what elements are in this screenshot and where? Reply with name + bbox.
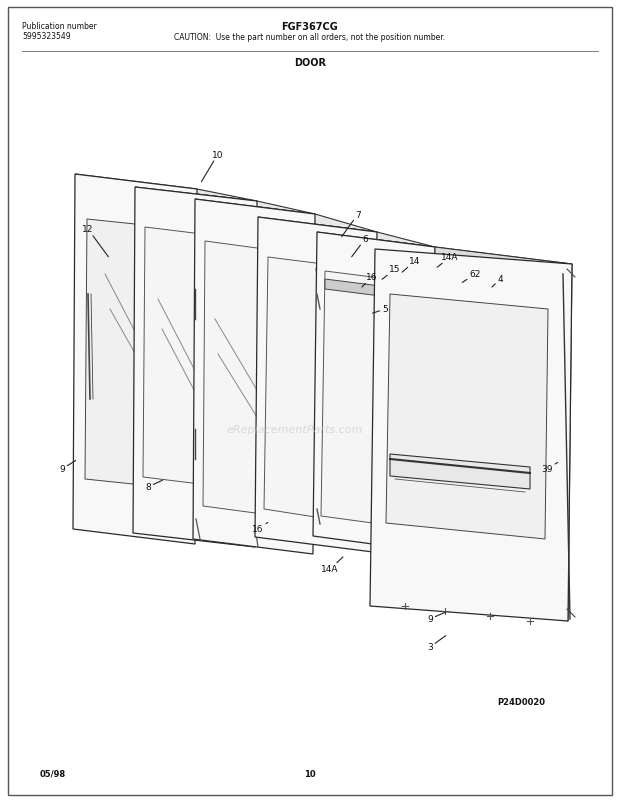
Text: 62: 62: [463, 270, 480, 283]
Text: 16: 16: [252, 523, 268, 534]
Text: 3: 3: [427, 636, 446, 652]
Text: FGF367CG: FGF367CG: [281, 22, 339, 32]
Text: 14: 14: [402, 257, 421, 273]
Polygon shape: [203, 242, 302, 520]
Text: CAUTION:  Use the part number on all orders, not the position number.: CAUTION: Use the part number on all orde…: [174, 33, 446, 42]
Polygon shape: [386, 295, 548, 540]
Text: Publication number: Publication number: [22, 22, 97, 31]
Polygon shape: [195, 200, 377, 233]
Text: 7: 7: [342, 210, 361, 238]
Text: 10: 10: [202, 150, 224, 182]
Polygon shape: [313, 233, 435, 552]
Text: 5: 5: [373, 305, 388, 314]
Polygon shape: [133, 188, 257, 548]
Text: eReplacementParts.com: eReplacementParts.com: [227, 425, 363, 434]
Text: 6: 6: [352, 235, 368, 258]
Polygon shape: [258, 218, 435, 247]
Polygon shape: [135, 188, 315, 214]
Polygon shape: [264, 258, 363, 524]
Polygon shape: [321, 271, 420, 529]
Polygon shape: [85, 220, 183, 489]
Text: 16: 16: [362, 273, 378, 287]
Polygon shape: [317, 233, 572, 265]
Polygon shape: [73, 175, 197, 544]
Polygon shape: [193, 200, 315, 554]
Polygon shape: [255, 218, 377, 552]
Polygon shape: [75, 175, 257, 202]
Text: 15: 15: [382, 265, 401, 280]
Text: 5995323549: 5995323549: [22, 32, 71, 41]
Polygon shape: [325, 279, 420, 302]
Text: 10: 10: [304, 769, 316, 778]
Text: 9: 9: [427, 613, 445, 624]
Text: 14A: 14A: [437, 253, 459, 268]
Polygon shape: [370, 250, 572, 622]
Polygon shape: [432, 247, 572, 622]
Text: 12: 12: [82, 225, 108, 258]
Polygon shape: [143, 228, 243, 489]
Polygon shape: [390, 454, 530, 489]
Text: 14A: 14A: [321, 557, 343, 574]
Text: 39: 39: [541, 463, 557, 474]
Text: 05/98: 05/98: [40, 769, 66, 778]
Text: DOOR: DOOR: [294, 58, 326, 68]
Text: P24D0020: P24D0020: [497, 697, 545, 706]
Text: 9: 9: [59, 461, 76, 474]
Text: 8: 8: [145, 480, 162, 492]
Text: 4: 4: [492, 275, 503, 287]
